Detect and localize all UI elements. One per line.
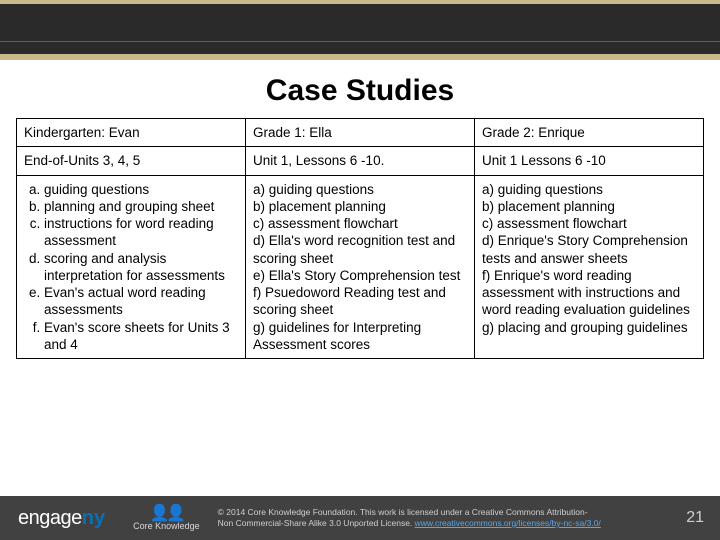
case-studies-table: Kindergarten: EvanGrade 1: EllaGrade 2: …: [16, 118, 704, 359]
table-cell: Kindergarten: Evan: [17, 119, 246, 147]
list-item: guiding questions: [44, 181, 238, 198]
table-cell: End-of-Units 3, 4, 5: [17, 147, 246, 175]
list-item: instructions for word reading assessment: [44, 215, 238, 250]
chalk-rail: [0, 41, 720, 42]
table-cell: a) guiding questionsb) placement plannin…: [246, 175, 475, 359]
chalkboard-header: [0, 0, 720, 60]
logo-text-engage: engage: [18, 507, 82, 530]
core-knowledge-logo: 👤👤 Core Knowledge: [133, 506, 200, 531]
table-cell: a) guiding questionsb) placement plannin…: [475, 175, 704, 359]
table-cell: Grade 1: Ella: [246, 119, 475, 147]
page-number: 21: [686, 509, 720, 527]
license-link[interactable]: www.creativecommons.org/licenses/by-nc-s…: [415, 518, 601, 528]
ordered-list: guiding questionsplanning and grouping s…: [24, 181, 238, 354]
logo-text-ny: ny: [82, 507, 105, 530]
table-row: End-of-Units 3, 4, 5Unit 1, Lessons 6 -1…: [17, 147, 704, 175]
people-icon: 👤👤: [149, 506, 183, 522]
list-item: scoring and analysis interpretation for …: [44, 250, 238, 285]
engage-ny-logo: engageny: [18, 507, 105, 530]
page-title: Case Studies: [0, 74, 720, 108]
table-cell: Unit 1 Lessons 6 -10: [475, 147, 704, 175]
copyright-text: © 2014 Core Knowledge Foundation. This w…: [200, 507, 687, 528]
list-item: planning and grouping sheet: [44, 198, 238, 215]
copyright-line2: Non Commercial-Share Alike 3.0 Unported …: [218, 518, 415, 528]
list-item: Evan's score sheets for Units 3 and 4: [44, 319, 238, 354]
list-item: Evan's actual word reading assessments: [44, 284, 238, 319]
table-row: Kindergarten: EvanGrade 1: EllaGrade 2: …: [17, 119, 704, 147]
table-cell: Unit 1, Lessons 6 -10.: [246, 147, 475, 175]
copyright-line1: © 2014 Core Knowledge Foundation. This w…: [218, 507, 588, 517]
table-row: guiding questionsplanning and grouping s…: [17, 175, 704, 359]
table-cell: Grade 2: Enrique: [475, 119, 704, 147]
footer-bar: engageny 👤👤 Core Knowledge © 2014 Core K…: [0, 496, 720, 540]
table-cell: guiding questionsplanning and grouping s…: [17, 175, 246, 359]
ck-label: Core Knowledge: [133, 522, 200, 531]
